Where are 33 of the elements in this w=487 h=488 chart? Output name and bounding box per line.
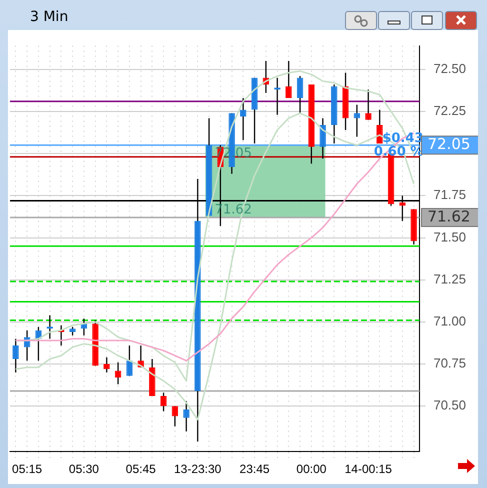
candlestick [183, 400, 190, 432]
candlestick [172, 406, 178, 427]
candlestick [12, 338, 19, 374]
x-tick-label: 13-23:30 [174, 462, 222, 476]
candlestick [35, 326, 42, 362]
x-tick-label: 14-00:15 [344, 462, 392, 476]
x-tick-label: 05:45 [126, 462, 156, 476]
ref-line-label: 72.05 [427, 135, 470, 154]
candlestick [320, 118, 326, 160]
candlestick [365, 88, 372, 120]
candlestick [296, 76, 304, 114]
candlestick [104, 356, 110, 374]
candlestick [240, 97, 246, 141]
candlestick [376, 109, 383, 144]
candlestick [80, 318, 88, 336]
y-tick-label: 72.50 [433, 60, 466, 76]
candlestick [354, 104, 360, 138]
y-tick-label: 71.25 [433, 271, 466, 286]
y-tick-label: 71.00 [433, 314, 466, 329]
y-tick-label: 72.25 [433, 103, 466, 118]
candlestick [126, 344, 133, 376]
candlestick [286, 60, 292, 99]
y-tick-label: 70.75 [433, 356, 466, 371]
x-tick-label: 05:30 [68, 462, 100, 476]
x-tick-label: 05:15 [12, 462, 42, 476]
x-tick-label: 00:00 [296, 462, 327, 476]
chart-title: 3 Min [30, 9, 68, 25]
ref-line-label: 71.62 [427, 207, 470, 226]
y-tick-label: 71.50 [433, 229, 466, 244]
candlestick [160, 392, 167, 412]
x-tick-label: 23:45 [240, 462, 270, 476]
y-tick-label: 70.50 [433, 398, 466, 413]
y-tick-label: 71.75 [433, 187, 466, 202]
